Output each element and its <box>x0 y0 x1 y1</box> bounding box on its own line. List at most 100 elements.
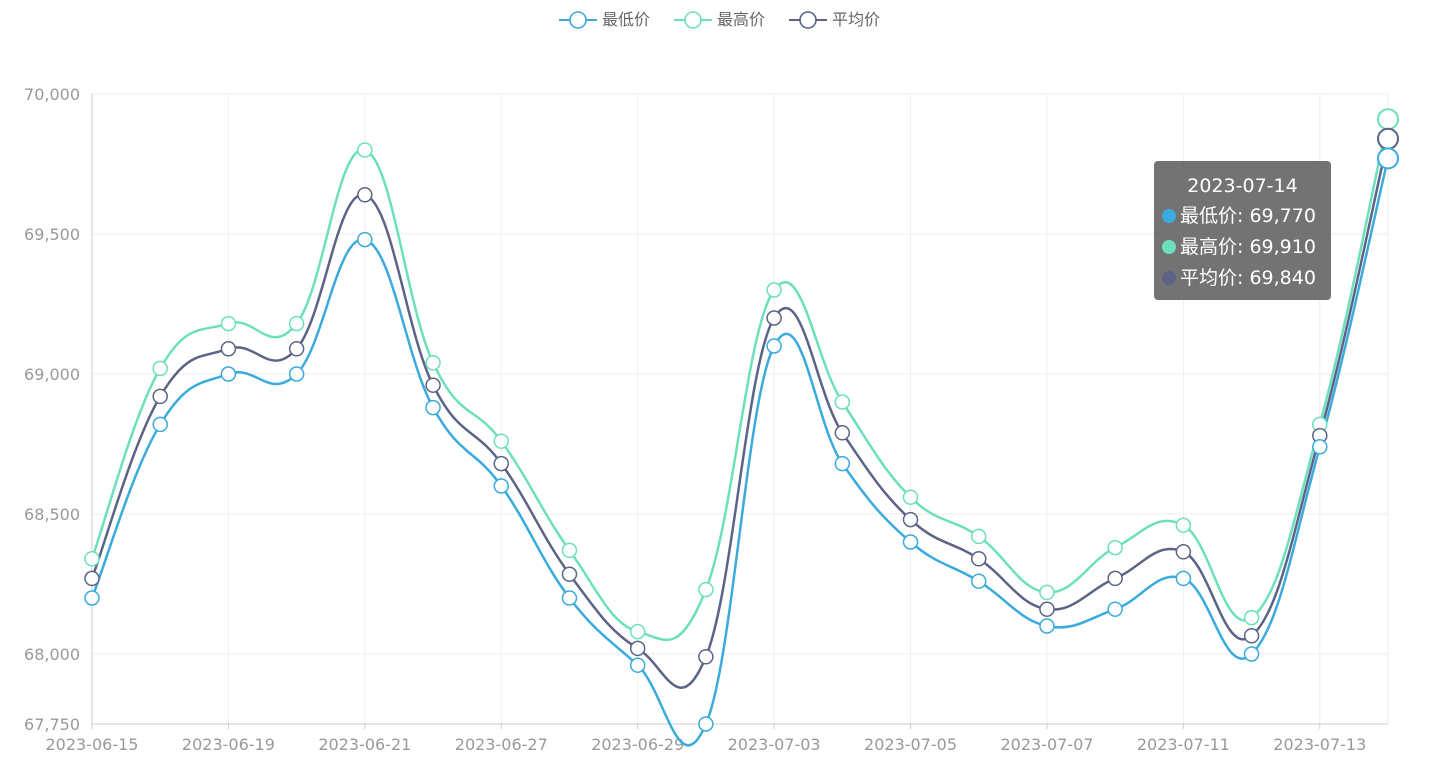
x-tick-label-5: 2023-07-03 <box>728 735 821 754</box>
point-1-8[interactable] <box>629 623 646 640</box>
point-2-10[interactable] <box>766 310 782 326</box>
series-line-0 <box>90 158 1390 747</box>
x-axis-labels: 2023-06-15 2023-06-19 2023-06-21 2023-06-27… <box>46 735 1367 754</box>
point-0-0[interactable] <box>84 590 100 606</box>
x-tick-label-8: 2023-07-11 <box>1137 735 1230 754</box>
series-line-1 <box>90 118 1390 642</box>
point-0-4[interactable] <box>357 231 373 248</box>
tooltip-row-avg: 平均价: 69,840 <box>1162 263 1331 294</box>
tooltip-row-high: 最高价: 69,910 <box>1162 232 1331 263</box>
y-tick-label-4: 69,500 <box>24 225 80 244</box>
point-1-16[interactable] <box>1175 517 1192 533</box>
y-tick-label-0: 67,750 <box>24 715 80 734</box>
x-tick-label-4: 2023-06-29 <box>591 735 684 754</box>
point-1-17[interactable] <box>1243 609 1260 626</box>
tooltip-value-avg: 平均价: 69,840 <box>1180 267 1316 289</box>
legend[interactable]: 最低价 最高价 平均价 <box>559 10 880 29</box>
legend-marker-2 <box>799 11 817 29</box>
point-1-1[interactable] <box>152 360 168 377</box>
point-0-1[interactable] <box>152 416 168 433</box>
legend-label-1[interactable]: 最高价 <box>717 10 765 29</box>
x-tick-label-2: 2023-06-21 <box>318 735 411 754</box>
point-0-7[interactable] <box>561 590 578 606</box>
point-1-3[interactable] <box>288 315 305 332</box>
point-0-5[interactable] <box>425 399 441 416</box>
legend-label-2[interactable]: 平均价 <box>832 10 880 29</box>
y-tick-label-2: 68,500 <box>24 505 80 524</box>
point-2-2[interactable] <box>220 341 237 357</box>
point-2-5[interactable] <box>425 377 441 393</box>
point-1-7[interactable] <box>561 542 578 559</box>
tooltip-value-high: 最高价: 69,910 <box>1180 236 1316 258</box>
point-0-8[interactable] <box>629 657 646 673</box>
y-tick-label-1: 68,000 <box>24 645 80 664</box>
y-axis-labels: 67,750 68,000 68,500 69,000 69,500 70,000 <box>24 85 80 734</box>
point-2-14[interactable] <box>1039 601 1055 617</box>
point-2-1[interactable] <box>152 388 168 405</box>
point-1-12[interactable] <box>902 489 919 505</box>
point-0-18[interactable] <box>1312 439 1328 455</box>
point-2-11[interactable] <box>834 425 851 441</box>
point-0-14[interactable] <box>1039 618 1055 634</box>
point-2-13[interactable] <box>970 551 987 567</box>
point-0-9[interactable] <box>698 716 714 732</box>
point-1-14[interactable] <box>1039 584 1055 601</box>
point-1-10[interactable] <box>766 282 782 298</box>
point-1-9[interactable] <box>698 581 714 598</box>
series-line-2 <box>90 138 1390 689</box>
x-tick-label-6: 2023-07-05 <box>864 735 957 754</box>
point-0-10[interactable] <box>766 338 782 354</box>
point-2-8[interactable] <box>629 640 646 657</box>
point-0-12[interactable] <box>902 534 919 550</box>
point-0-3[interactable] <box>288 366 305 382</box>
tooltip: 2023-07-14 最低价: 69,770 最高价: 69,910 平均价: … <box>1154 161 1331 300</box>
point-0-6[interactable] <box>493 478 510 494</box>
point-1-6[interactable] <box>493 433 510 449</box>
point-1-0[interactable] <box>84 551 100 567</box>
point-2-9[interactable] <box>698 649 714 665</box>
series-lines <box>90 118 1390 747</box>
point-0-2[interactable] <box>220 366 237 382</box>
legend-marker-0 <box>569 11 587 29</box>
axes <box>91 94 1388 725</box>
point-2-7[interactable] <box>561 566 578 582</box>
point-2-15[interactable] <box>1107 570 1123 587</box>
point-0-19[interactable] <box>1377 147 1399 170</box>
point-1-15[interactable] <box>1107 539 1123 556</box>
point-1-2[interactable] <box>220 315 237 332</box>
tooltip-dot-avg <box>1162 271 1176 285</box>
point-1-13[interactable] <box>970 528 987 545</box>
point-2-16[interactable] <box>1175 544 1192 560</box>
tooltip-dot-high <box>1162 240 1176 254</box>
point-1-4[interactable] <box>357 142 373 158</box>
tooltip-row-low: 最低价: 69,770 <box>1162 201 1331 232</box>
y-tick-label-3: 69,000 <box>24 365 80 384</box>
legend-marker-1 <box>684 11 702 29</box>
tooltip-value-low: 最低价: 69,770 <box>1180 205 1316 227</box>
point-2-17[interactable] <box>1243 628 1260 644</box>
x-tick-label-3: 2023-06-27 <box>455 735 548 754</box>
tooltip-date: 2023-07-14 <box>1187 175 1298 197</box>
x-tick-label-1: 2023-06-19 <box>182 735 275 754</box>
point-1-5[interactable] <box>425 355 441 371</box>
point-2-0[interactable] <box>84 570 100 587</box>
point-2-12[interactable] <box>902 511 919 528</box>
legend-label-0[interactable]: 最低价 <box>602 10 650 29</box>
series-points[interactable] <box>84 108 1399 732</box>
point-0-17[interactable] <box>1243 646 1260 662</box>
point-0-16[interactable] <box>1175 570 1192 587</box>
point-1-11[interactable] <box>834 394 851 410</box>
point-2-19[interactable] <box>1377 127 1399 150</box>
x-tick-label-9: 2023-07-13 <box>1273 735 1366 754</box>
point-2-6[interactable] <box>493 455 510 472</box>
point-2-3[interactable] <box>288 341 305 357</box>
tooltip-dot-low <box>1162 209 1176 223</box>
point-2-4[interactable] <box>357 187 373 203</box>
point-1-19[interactable] <box>1377 108 1399 131</box>
point-0-11[interactable] <box>834 455 851 472</box>
point-0-15[interactable] <box>1107 601 1123 617</box>
x-tick-label-0: 2023-06-15 <box>46 735 139 754</box>
point-0-13[interactable] <box>970 573 987 589</box>
